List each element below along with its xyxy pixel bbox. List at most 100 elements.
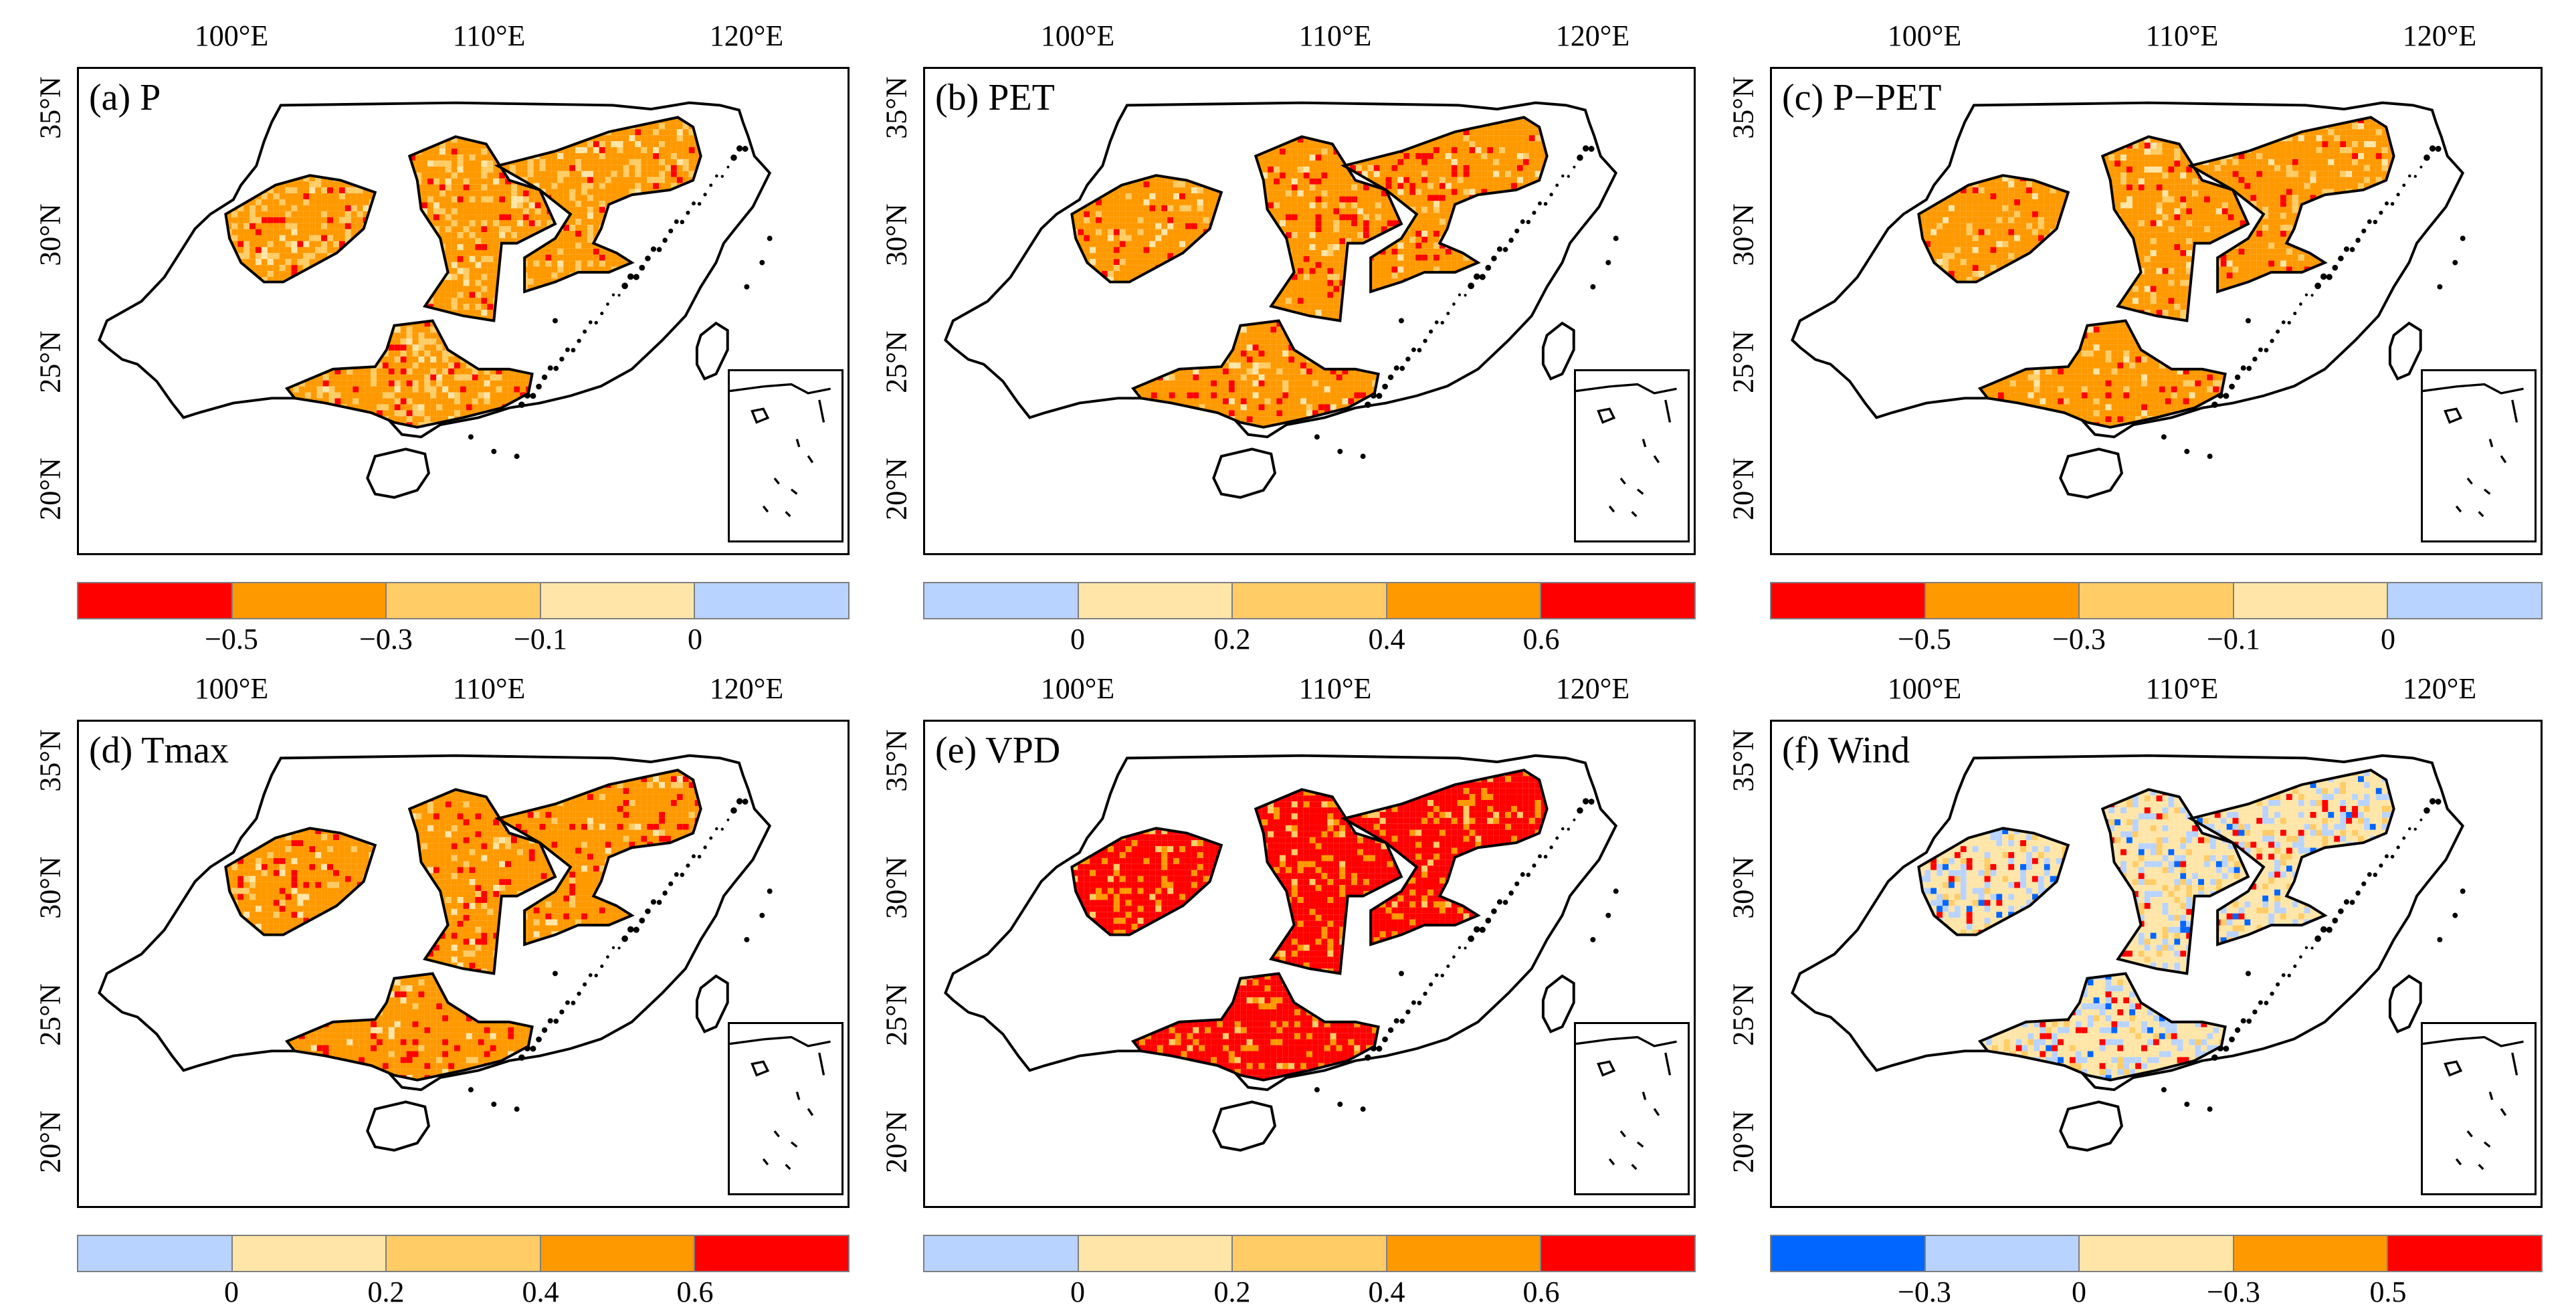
grid-cell — [1137, 205, 1144, 211]
grid-cell — [394, 357, 401, 363]
grid-cell — [1522, 135, 1529, 142]
grid-cell — [340, 410, 347, 417]
grid-cell — [551, 153, 558, 159]
grid-cell — [1185, 217, 1191, 223]
grid-cell — [1297, 256, 1304, 262]
grid-cell — [1397, 177, 1404, 183]
grid-cell — [442, 362, 449, 369]
grid-cell — [527, 171, 534, 177]
grid-cell — [382, 368, 389, 375]
grid-cell — [511, 196, 517, 203]
grid-cell — [617, 147, 623, 153]
grid-cell — [1475, 141, 1482, 148]
grid-cell — [285, 259, 292, 266]
grid-cell — [1457, 189, 1464, 195]
grid-cell — [1463, 183, 1470, 189]
grid-cell — [463, 232, 470, 239]
grid-cell — [333, 217, 339, 223]
grid-cell — [508, 386, 514, 393]
grid-cell — [1179, 187, 1185, 194]
grid-cell — [460, 398, 466, 405]
grid-cell — [1421, 165, 1428, 171]
grid-cell — [1363, 232, 1369, 239]
grid-cell — [388, 386, 395, 393]
grid-cell — [676, 129, 683, 136]
grid-cell — [623, 165, 629, 171]
grid-cell — [487, 184, 494, 191]
grid-cell — [1439, 159, 1446, 165]
grid-cell — [442, 380, 449, 387]
coastal-island — [1473, 273, 1480, 280]
island-dot — [1360, 453, 1366, 460]
grid-cell — [463, 244, 470, 250]
grid-cell — [599, 135, 605, 142]
grid-cell — [593, 201, 599, 207]
grid-cell — [527, 272, 534, 279]
grid-cell — [1291, 280, 1298, 286]
grid-cell — [605, 254, 611, 261]
grid-cell — [322, 398, 329, 405]
grid-cell — [522, 208, 529, 215]
coastal-island — [577, 338, 581, 343]
grid-cell — [1415, 171, 1422, 177]
grid-cell — [1363, 220, 1369, 227]
grid-cell — [1327, 196, 1334, 203]
grid-cell — [1137, 217, 1144, 223]
grid-cell — [451, 232, 458, 239]
grid-cell — [231, 223, 238, 229]
grid-cell — [1391, 159, 1398, 165]
grid-cell — [351, 229, 357, 235]
grid-cell — [623, 189, 629, 195]
grid-cell — [1297, 136, 1304, 143]
coastal-island — [611, 293, 615, 296]
grid-cell — [1421, 189, 1428, 195]
grid-cell — [1131, 241, 1138, 247]
grid-cell — [457, 244, 464, 250]
grid-cell — [575, 242, 582, 249]
grid-cell — [605, 147, 611, 153]
grid-cell — [1107, 259, 1114, 266]
grid-cell — [1339, 262, 1346, 268]
grid-cell — [321, 235, 328, 241]
grid-cell — [250, 223, 256, 229]
grid-cell — [487, 268, 494, 274]
grid-cell — [496, 422, 502, 427]
grid-cell — [1487, 129, 1494, 136]
grid-cell — [309, 241, 316, 247]
grid-cell — [676, 117, 683, 124]
grid-cell — [1315, 249, 1322, 256]
grid-cell — [1303, 208, 1310, 215]
grid-cell — [1113, 199, 1120, 205]
grid-cell — [1451, 183, 1458, 189]
grid-cell — [1397, 183, 1404, 189]
grid-cell — [451, 208, 458, 215]
grid-cell — [490, 380, 496, 387]
grid-cell — [309, 253, 316, 260]
grid-cell — [481, 214, 488, 221]
grid-cell — [599, 189, 605, 195]
grid-cell — [611, 189, 617, 195]
grid-cell — [653, 129, 660, 136]
coastal-island — [720, 175, 724, 178]
grid-cell — [581, 141, 587, 148]
grid-cell — [448, 386, 455, 393]
grid-cell — [1113, 187, 1120, 194]
grid-cell — [1315, 155, 1322, 161]
grid-cell — [463, 190, 470, 197]
grid-cell — [1113, 259, 1120, 266]
grid-cell — [475, 292, 482, 298]
grid-cell — [303, 205, 310, 211]
grid-cell — [412, 350, 419, 357]
grid-cell — [1355, 165, 1362, 171]
grid-cell — [291, 223, 298, 229]
grid-cell — [451, 226, 458, 233]
grid-cell — [587, 147, 593, 153]
grid-cell — [1309, 172, 1316, 179]
grid-cell — [1369, 232, 1375, 239]
grid-cell — [593, 213, 599, 219]
panel-label: (a) P — [89, 77, 161, 118]
grid-cell — [528, 190, 535, 197]
grid-cell — [478, 422, 484, 427]
grid-cell — [418, 386, 425, 393]
grid-cell — [353, 380, 359, 387]
